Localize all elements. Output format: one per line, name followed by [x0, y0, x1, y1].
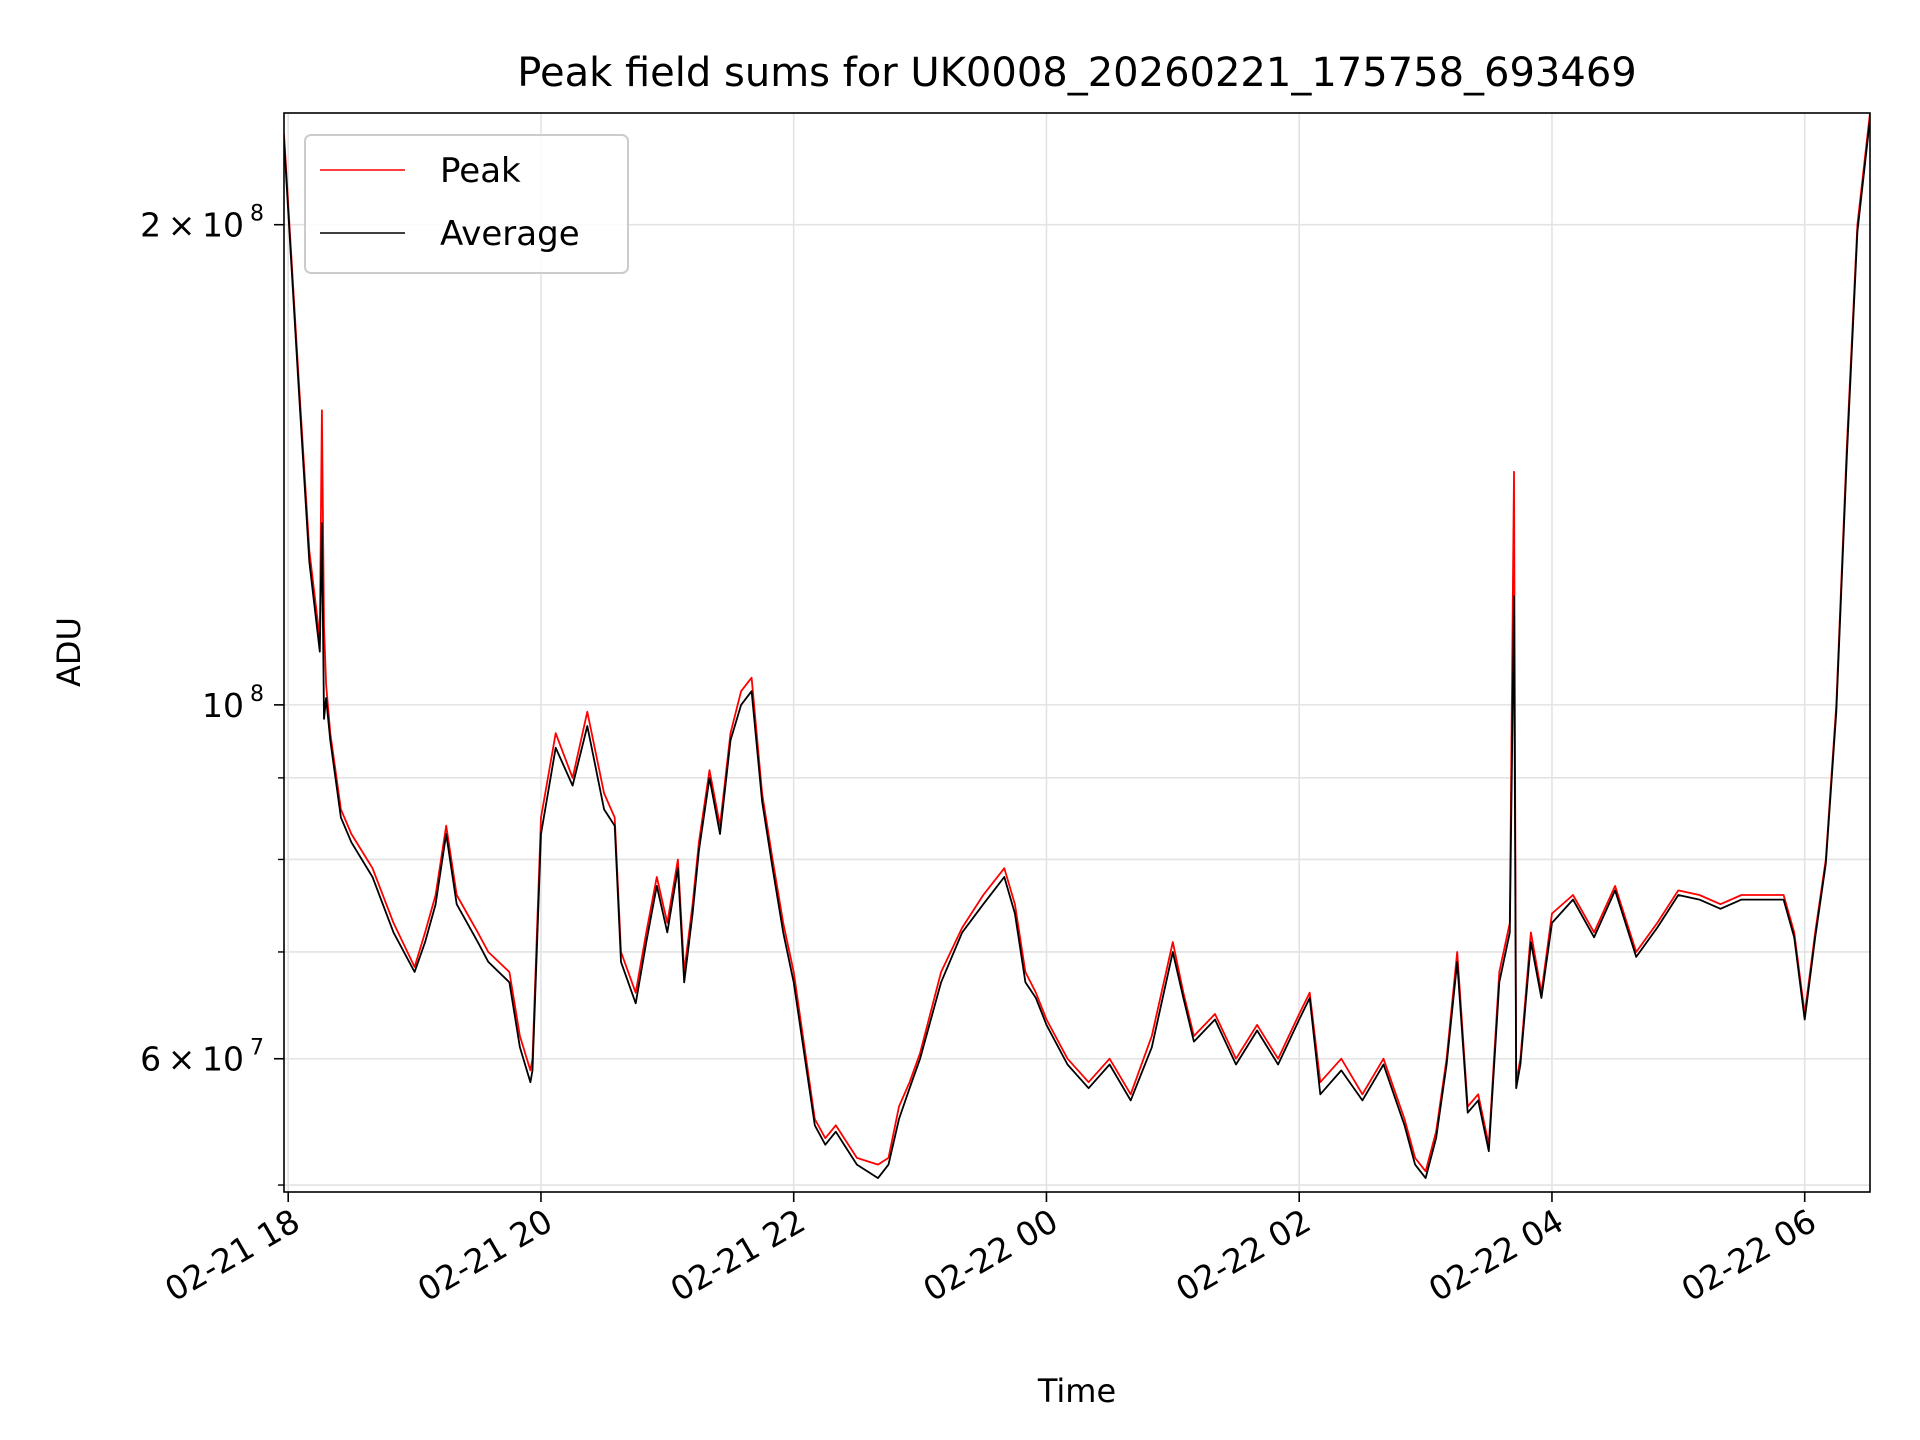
- y-tick-label: 6 × 10 7: [140, 1036, 264, 1079]
- x-axis-label: Time: [1037, 1372, 1116, 1410]
- plot-frame: [283, 112, 1871, 1193]
- grid: [284, 113, 1870, 1192]
- y-axis-label: ADU: [50, 617, 88, 687]
- y-tick-label-base: 6 × 10: [140, 1040, 244, 1079]
- y-tick-label: 2 × 10 8: [140, 202, 264, 245]
- series-line-peak: [284, 113, 1870, 1173]
- series-line-average: [284, 118, 1870, 1179]
- y-tick-label-base: 10: [202, 686, 244, 725]
- legend: Peak Average: [304, 134, 629, 274]
- series-lines: [284, 113, 1870, 1179]
- y-tick-label-exponent: 8: [250, 202, 264, 227]
- y-tick-label: 10 8: [202, 682, 264, 725]
- chart-title: Peak field sums for UK0008_20260221_1757…: [517, 50, 1636, 96]
- legend-label-average: Average: [440, 214, 580, 254]
- legend-label-peak: Peak: [440, 151, 521, 191]
- y-tick-label-base: 2 × 10: [140, 206, 244, 245]
- y-tick-label-exponent: 7: [250, 1036, 264, 1061]
- y-tick-label-exponent: 8: [250, 682, 264, 707]
